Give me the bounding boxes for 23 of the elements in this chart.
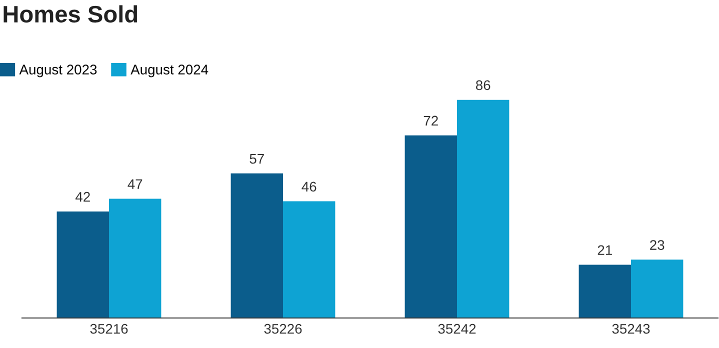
legend-label: August 2024: [130, 64, 208, 78]
bar: [56, 211, 109, 318]
bar: [283, 201, 336, 318]
x-tick-label: 35242: [438, 324, 476, 334]
data-label: 46: [302, 182, 316, 192]
data-label: 42: [75, 192, 90, 202]
data-label: 23: [650, 240, 664, 250]
bar: [457, 100, 510, 318]
bar: [109, 198, 162, 318]
data-label: 21: [598, 245, 612, 255]
data-label: 72: [424, 116, 438, 126]
x-tick-label: 35243: [612, 324, 650, 334]
chart-title: Homes Sold: [4, 5, 138, 23]
data-label: 57: [250, 154, 264, 164]
bar: [631, 260, 684, 318]
data-label: 86: [476, 80, 490, 90]
bar: [404, 135, 457, 318]
x-tick-label: 35216: [90, 324, 128, 334]
legend-label: August 2023: [19, 64, 97, 78]
x-tick-label: 35226: [264, 324, 302, 334]
data-label: 47: [128, 179, 142, 189]
bar: [230, 173, 283, 318]
bar: [578, 264, 631, 318]
